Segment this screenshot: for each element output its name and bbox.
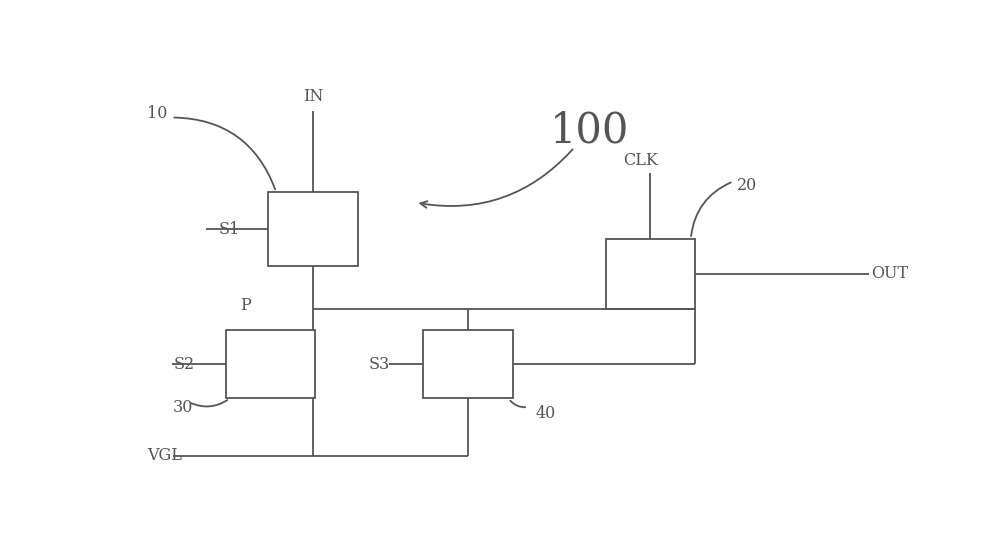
Text: CLK: CLK <box>623 152 658 169</box>
Bar <box>423 330 512 399</box>
Text: OUT: OUT <box>871 265 908 282</box>
Text: S3: S3 <box>369 356 390 373</box>
Text: VGL: VGL <box>147 447 182 465</box>
Bar <box>606 239 695 309</box>
Text: IN: IN <box>303 88 324 105</box>
Text: 20: 20 <box>737 177 758 194</box>
Text: 30: 30 <box>173 399 193 415</box>
Text: S1: S1 <box>218 221 240 238</box>
Text: 40: 40 <box>536 405 556 422</box>
Text: 10: 10 <box>147 105 167 122</box>
Text: S2: S2 <box>174 356 195 373</box>
Text: 100: 100 <box>550 109 630 151</box>
Text: P: P <box>241 297 251 314</box>
Bar <box>268 192 358 267</box>
Bar <box>226 330 315 399</box>
